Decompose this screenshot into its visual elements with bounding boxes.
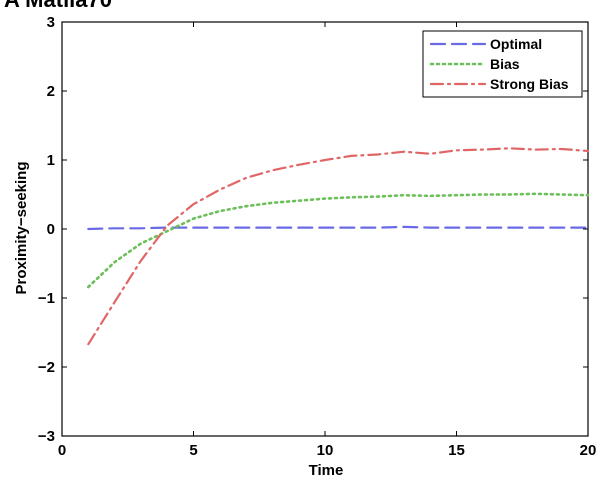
y-tick-label: −2: [38, 359, 55, 376]
legend-label: Bias: [490, 56, 520, 72]
y-tick-label: 1: [47, 152, 55, 169]
x-tick-label: 0: [58, 442, 66, 459]
y-tick-label: 0: [47, 221, 55, 238]
top-cropped-text: A Matlla70: [4, 0, 112, 12]
legend-label: Optimal: [490, 36, 542, 52]
series-layer: [87, 147, 590, 346]
series-line-bias: [87, 192, 590, 289]
x-axis-label: Time: [309, 462, 344, 479]
x-tick-label: 5: [189, 442, 197, 459]
legend-label: Strong Bias: [490, 76, 569, 92]
y-tick-label: 3: [47, 14, 55, 31]
y-axis-label: Proximity−seeking: [13, 162, 30, 295]
y-tick-label: −1: [38, 290, 55, 307]
legend: Optimal Bias Strong Bias: [422, 30, 583, 98]
y-tick-label: 2: [47, 83, 55, 100]
x-tick-label: 15: [448, 442, 465, 459]
series-line-strong-bias: [87, 147, 590, 346]
x-tick-label: 10: [317, 442, 334, 459]
y-tick-label: −3: [38, 428, 55, 445]
x-tick-label: 20: [580, 442, 597, 459]
axes-layer: 0 5 10 15 20 −3 −2 −1 0 1 2 3: [38, 14, 596, 459]
